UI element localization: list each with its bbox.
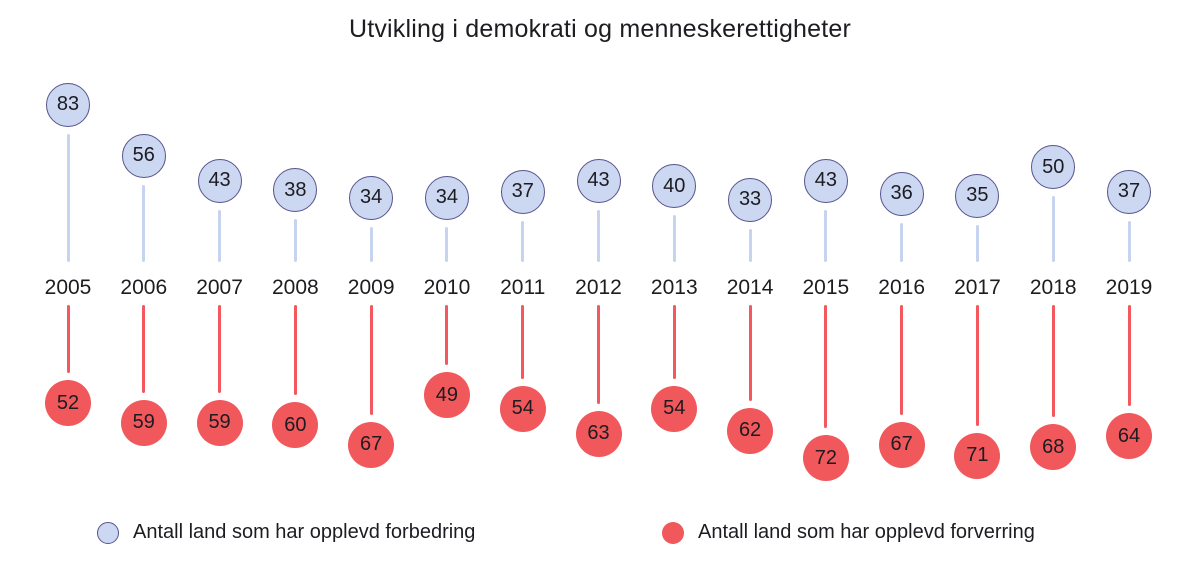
deterioration-stem: [597, 305, 600, 404]
deterioration-marker: 59: [120, 399, 167, 446]
deterioration-stem: [1051, 305, 1055, 418]
year-label: 2012: [575, 276, 622, 299]
improvement-stem: [369, 226, 373, 262]
deterioration-stem: [218, 305, 222, 393]
deterioration-stem: [293, 305, 297, 396]
deterioration-marker: 52: [45, 380, 91, 427]
chart-title: Utvikling i demokrati og menneskerettigh…: [348, 15, 852, 43]
deterioration-marker: 67: [878, 421, 925, 468]
deterioration-marker: 71: [954, 432, 1001, 479]
year-label: 2014: [726, 276, 774, 299]
improvement-legend-swatch-icon: [97, 521, 119, 544]
deterioration-marker: 67: [348, 421, 395, 468]
deterioration-marker: 72: [802, 435, 849, 482]
improvement-marker: 36: [879, 171, 924, 216]
improvement-stem: [142, 184, 146, 262]
deterioration-stem: [672, 305, 676, 379]
improvement-marker: 83: [46, 82, 90, 127]
improvement-marker: 40: [652, 164, 697, 209]
year-label: 2009: [347, 276, 395, 299]
improvement-stem: [218, 209, 222, 262]
improvement-marker: 43: [197, 158, 242, 203]
improvement-stem: [824, 209, 828, 262]
legend-item-deterioration: Antall land som har opplevd forverring: [662, 521, 1035, 544]
improvement-stem: [445, 226, 449, 262]
legend-item-improvement: Antall land som har opplevd forbedring: [97, 521, 475, 544]
deterioration-stem: [975, 305, 979, 426]
deterioration-marker: 54: [499, 385, 546, 432]
year-label: 2007: [196, 276, 243, 299]
improvement-marker: 38: [273, 168, 318, 213]
deterioration-legend-swatch-icon: [662, 521, 684, 544]
improvement-marker: 34: [424, 175, 469, 220]
deterioration-marker: 63: [575, 410, 622, 457]
year-label: 2017: [954, 276, 1001, 299]
improvement-marker: 35: [955, 173, 1000, 218]
year-label: 2016: [878, 276, 925, 299]
improvement-stem: [975, 224, 979, 262]
deterioration-stem: [824, 305, 828, 429]
improvement-stem: [900, 222, 904, 262]
improvement-stem: [1051, 196, 1055, 262]
year-label: 2005: [44, 276, 92, 299]
year-label: 2011: [500, 276, 546, 299]
deterioration-marker: 68: [1030, 424, 1077, 471]
year-label: 2015: [802, 276, 850, 299]
improvement-marker: 43: [803, 158, 848, 203]
improvement-marker: 56: [121, 133, 166, 178]
deterioration-stem: [445, 305, 449, 366]
deterioration-stem: [1127, 305, 1131, 407]
improvement-stem: [1127, 220, 1131, 262]
improvement-marker: 33: [728, 177, 773, 222]
improvement-stem: [748, 228, 752, 262]
legend-label-deterioration: Antall land som har opplevd forverring: [698, 521, 1035, 543]
year-label: 2006: [120, 276, 168, 299]
improvement-marker: 37: [500, 169, 545, 214]
deterioration-marker: 62: [727, 407, 774, 454]
improvement-stem: [597, 209, 600, 262]
deterioration-stem: [900, 305, 904, 415]
deterioration-marker: 59: [196, 399, 243, 446]
improvement-marker: 50: [1031, 145, 1076, 190]
improvement-marker: 34: [349, 175, 394, 220]
year-label: 2019: [1105, 276, 1153, 299]
deterioration-stem: [66, 305, 70, 374]
improvement-stem: [293, 219, 297, 262]
deterioration-stem: [142, 305, 146, 393]
deterioration-stem: [369, 305, 373, 415]
deterioration-stem: [748, 305, 752, 401]
deterioration-marker: 64: [1106, 413, 1152, 460]
improvement-stem: [66, 133, 70, 262]
deterioration-stem: [521, 305, 525, 379]
improvement-stem: [672, 215, 676, 262]
improvement-marker: 43: [576, 158, 621, 203]
year-label: 2018: [1029, 276, 1077, 299]
deterioration-marker: 60: [272, 402, 319, 449]
deterioration-marker: 49: [423, 372, 470, 419]
year-label: 2013: [650, 276, 698, 299]
improvement-marker: 37: [1107, 169, 1151, 214]
year-label: 2010: [423, 276, 471, 299]
deterioration-marker: 54: [651, 385, 698, 432]
improvement-stem: [521, 220, 525, 262]
year-label: 2008: [271, 276, 319, 299]
legend-label-improvement: Antall land som har opplevd forbedring: [133, 521, 476, 543]
